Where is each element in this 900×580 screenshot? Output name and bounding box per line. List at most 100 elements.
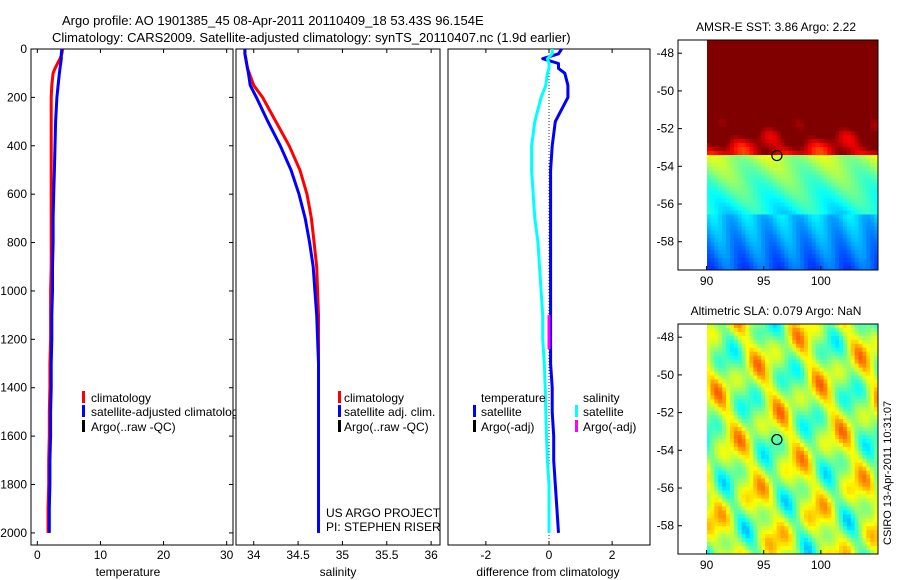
heatmap-cell	[749, 79, 754, 85]
heatmap-cell	[737, 230, 743, 235]
heatmap-cell	[803, 442, 809, 448]
heatmap-cell	[819, 210, 825, 216]
heatmap-cell	[753, 127, 758, 132]
heatmap-cell	[718, 486, 723, 492]
heatmap-cell	[722, 234, 727, 239]
heatmap-cell	[765, 470, 770, 476]
heatmap-cell	[737, 395, 743, 400]
heatmap-cell	[858, 83, 864, 89]
heatmap-cell	[729, 111, 735, 116]
heatmap-cell	[776, 186, 782, 192]
heatmap-cell	[710, 115, 715, 120]
heatmap-cell	[753, 95, 758, 101]
heatmap-cell	[741, 266, 747, 270]
heatmap-cell	[718, 59, 723, 65]
heatmap-cell	[757, 119, 762, 124]
heatmap-cell	[745, 71, 751, 77]
heatmap-cell	[722, 238, 727, 243]
heatmap-cell	[800, 242, 805, 247]
heatmap-cell	[858, 166, 864, 172]
heatmap-cell	[733, 454, 739, 460]
heatmap-cell	[772, 218, 778, 224]
heatmap-cell	[874, 222, 878, 227]
heatmap-cell	[722, 222, 727, 227]
heatmap-cell	[811, 214, 817, 220]
heatmap-cell	[796, 379, 801, 385]
heatmap-cell	[819, 435, 825, 440]
heatmap-cell	[874, 343, 878, 349]
heatmap-cell	[741, 331, 747, 337]
heatmap-cell	[710, 107, 715, 112]
heatmap-cell	[850, 127, 856, 132]
heatmap-cell	[765, 166, 770, 172]
heatmap-cell	[776, 162, 782, 168]
heatmap-cell	[780, 139, 786, 144]
heatmap-cell	[870, 151, 875, 156]
heatmap-cell	[811, 40, 817, 45]
heatmap-cell	[772, 111, 778, 116]
heatmap-cell	[768, 210, 774, 216]
heatmap-cell	[768, 91, 774, 97]
heatmap-cell	[745, 254, 751, 259]
heatmap-cell	[749, 514, 754, 519]
heatmap-cell	[819, 367, 825, 373]
heatmap-cell	[749, 423, 754, 428]
heatmap-cell	[854, 363, 860, 369]
heatmap-cell	[741, 206, 747, 212]
heatmap-cell	[776, 230, 782, 235]
heatmap-cell	[788, 399, 793, 404]
heatmap-cell	[831, 127, 836, 132]
heatmap-cell	[815, 423, 821, 428]
heatmap-cell	[765, 363, 770, 369]
heatmap-cell	[788, 103, 793, 109]
heatmap-cell	[846, 119, 852, 124]
heatmap-cell	[757, 391, 762, 396]
heatmap-cell	[749, 506, 754, 511]
heatmap-cell	[792, 494, 797, 500]
heatmap-cell	[722, 478, 727, 484]
heatmap-cell	[757, 178, 762, 184]
heatmap-cell	[780, 367, 786, 373]
heatmap-cell	[866, 139, 871, 144]
heatmap-cell	[768, 238, 774, 243]
heatmap-cell	[874, 162, 878, 168]
heatmap-cell	[800, 222, 805, 227]
heatmap-cell	[722, 439, 727, 444]
heatmap-cell	[776, 514, 782, 519]
heatmap-cell	[729, 363, 735, 369]
heatmap-cell	[776, 522, 782, 527]
heatmap-cell	[846, 510, 852, 515]
heatmap-cell	[827, 411, 832, 416]
heatmap-cell	[718, 147, 723, 152]
heatmap-cell	[819, 399, 825, 404]
heatmap-cell	[737, 111, 743, 116]
heatmap-cell	[831, 439, 836, 444]
heatmap-cell	[726, 158, 731, 164]
heatmap-cell	[765, 51, 770, 57]
heatmap-cell	[835, 119, 840, 124]
heatmap-cell	[800, 218, 805, 224]
heatmap-cell	[780, 423, 786, 428]
heatmap-cell	[800, 83, 805, 89]
heatmap-cell	[765, 115, 770, 120]
heatmap-cell	[729, 71, 735, 77]
heatmap-cell	[862, 222, 867, 227]
heatmap-cell	[807, 166, 813, 172]
heatmap-cell	[776, 202, 782, 208]
heatmap-cell	[807, 51, 813, 57]
heatmap-cell	[757, 91, 762, 97]
heatmap-cell	[714, 238, 719, 243]
heatmap-cell	[862, 510, 867, 515]
heatmap-cell	[757, 174, 762, 180]
heatmap-cell	[796, 155, 801, 160]
heatmap-cell	[776, 75, 782, 81]
heatmap-cell	[874, 75, 878, 81]
heatmap-cell	[718, 151, 723, 156]
heatmap-cell	[854, 510, 860, 515]
heatmap-cell	[776, 262, 782, 267]
heatmap-cell	[733, 324, 739, 329]
heatmap-cell	[819, 166, 825, 172]
heatmap-cell	[862, 198, 867, 204]
heatmap-cell	[718, 43, 723, 49]
heatmap-cell	[823, 162, 828, 168]
